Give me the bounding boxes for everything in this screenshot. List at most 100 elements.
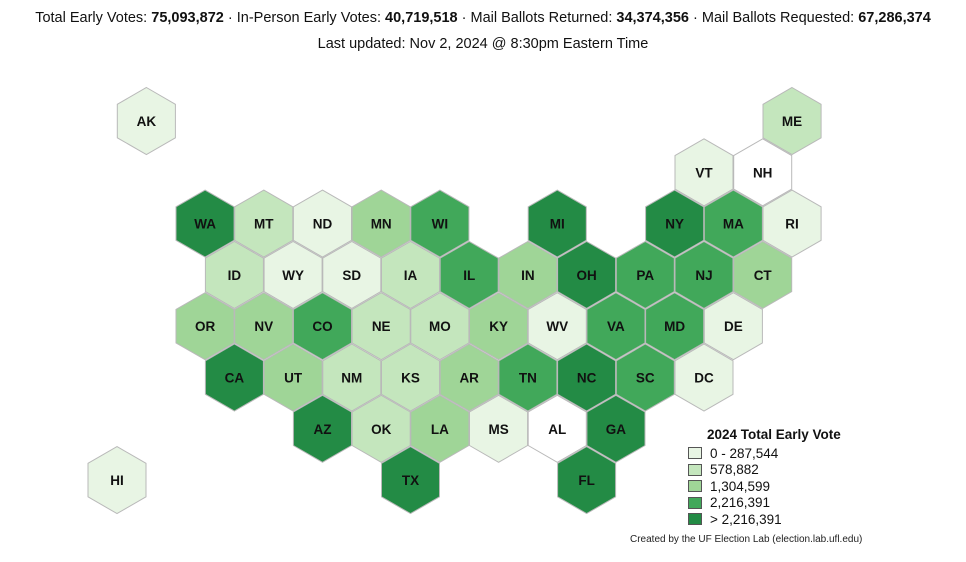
state-hex-shape[interactable] — [204, 343, 264, 412]
state-hex-shape[interactable] — [87, 446, 147, 515]
state-hex-shape[interactable] — [557, 343, 617, 412]
state-hex-shape[interactable] — [351, 394, 411, 463]
state-hex-ca[interactable]: CA — [204, 343, 264, 412]
state-hex-shape[interactable] — [175, 292, 235, 361]
state-hex-shape[interactable] — [557, 240, 617, 309]
state-hex-nc[interactable]: NC — [557, 343, 617, 412]
state-hex-shape[interactable] — [703, 189, 763, 258]
state-hex-in[interactable]: IN — [498, 240, 558, 309]
state-hex-ri[interactable]: RI — [762, 189, 822, 258]
state-hex-tn[interactable]: TN — [498, 343, 558, 412]
state-hex-ok[interactable]: OK — [351, 394, 411, 463]
state-hex-nm[interactable]: NM — [322, 343, 382, 412]
state-hex-shape[interactable] — [263, 240, 323, 309]
state-hex-nh[interactable]: NH — [733, 138, 793, 207]
state-hex-shape[interactable] — [586, 394, 646, 463]
state-hex-shape[interactable] — [234, 189, 294, 258]
state-hex-shape[interactable] — [439, 343, 499, 412]
state-hex-shape[interactable] — [439, 240, 499, 309]
state-hex-oh[interactable]: OH — [557, 240, 617, 309]
state-hex-shape[interactable] — [410, 292, 470, 361]
state-hex-shape[interactable] — [381, 446, 440, 515]
state-hex-id[interactable]: ID — [204, 240, 264, 309]
state-hex-shape[interactable] — [615, 343, 675, 412]
state-hex-nj[interactable]: NJ — [674, 240, 734, 309]
state-hex-shape[interactable] — [381, 343, 440, 412]
state-hex-ks[interactable]: KS — [381, 343, 440, 412]
state-hex-shape[interactable] — [527, 394, 587, 463]
state-hex-shape[interactable] — [292, 292, 352, 361]
state-hex-shape[interactable] — [410, 189, 470, 258]
state-hex-mn[interactable]: MN — [351, 189, 411, 258]
state-hex-mt[interactable]: MT — [234, 189, 294, 258]
state-hex-shape[interactable] — [410, 394, 470, 463]
state-hex-wy[interactable]: WY — [263, 240, 323, 309]
state-hex-shape[interactable] — [234, 292, 294, 361]
state-hex-vt[interactable]: VT — [674, 138, 734, 207]
state-hex-shape[interactable] — [733, 240, 793, 309]
state-hex-shape[interactable] — [733, 138, 793, 207]
state-hex-sd[interactable]: SD — [322, 240, 382, 309]
state-hex-shape[interactable] — [527, 189, 587, 258]
state-hex-wv[interactable]: WV — [527, 292, 587, 361]
state-hex-shape[interactable] — [674, 343, 734, 412]
state-hex-ne[interactable]: NE — [351, 292, 411, 361]
state-hex-shape[interactable] — [322, 240, 382, 309]
state-hex-ny[interactable]: NY — [645, 189, 705, 258]
state-hex-shape[interactable] — [498, 240, 558, 309]
state-hex-shape[interactable] — [762, 189, 822, 258]
state-hex-shape[interactable] — [586, 292, 646, 361]
state-hex-shape[interactable] — [263, 343, 323, 412]
state-hex-al[interactable]: AL — [527, 394, 587, 463]
state-hex-ar[interactable]: AR — [439, 343, 499, 412]
state-hex-wa[interactable]: WA — [175, 189, 235, 258]
state-hex-ut[interactable]: UT — [263, 343, 323, 412]
state-hex-nd[interactable]: ND — [292, 189, 352, 258]
state-hex-ma[interactable]: MA — [703, 189, 763, 258]
state-hex-ia[interactable]: IA — [381, 240, 440, 309]
state-hex-pa[interactable]: PA — [615, 240, 675, 309]
state-hex-ms[interactable]: MS — [469, 394, 529, 463]
state-hex-shape[interactable] — [381, 240, 440, 309]
state-hex-ky[interactable]: KY — [469, 292, 529, 361]
state-hex-shape[interactable] — [292, 189, 352, 258]
state-hex-fl[interactable]: FL — [557, 446, 617, 515]
state-hex-az[interactable]: AZ — [292, 394, 352, 463]
state-hex-nv[interactable]: NV — [234, 292, 294, 361]
state-hex-co[interactable]: CO — [292, 292, 352, 361]
state-hex-il[interactable]: IL — [439, 240, 499, 309]
state-hex-tx[interactable]: TX — [381, 446, 440, 515]
state-hex-de[interactable]: DE — [703, 292, 763, 361]
state-hex-shape[interactable] — [351, 292, 411, 361]
state-hex-md[interactable]: MD — [645, 292, 705, 361]
state-hex-shape[interactable] — [674, 138, 734, 207]
state-hex-shape[interactable] — [204, 240, 264, 309]
state-hex-shape[interactable] — [469, 394, 529, 463]
state-hex-ga[interactable]: GA — [586, 394, 646, 463]
state-hex-shape[interactable] — [116, 86, 176, 156]
state-hex-shape[interactable] — [615, 240, 675, 309]
state-hex-mo[interactable]: MO — [410, 292, 470, 361]
state-hex-shape[interactable] — [351, 189, 411, 258]
state-hex-va[interactable]: VA — [586, 292, 646, 361]
state-hex-shape[interactable] — [292, 394, 352, 463]
state-hex-shape[interactable] — [322, 343, 382, 412]
state-hex-ak[interactable]: AK — [116, 86, 176, 156]
state-hex-shape[interactable] — [469, 292, 529, 361]
state-hex-shape[interactable] — [674, 240, 734, 309]
state-hex-la[interactable]: LA — [410, 394, 470, 463]
state-hex-shape[interactable] — [557, 446, 617, 515]
state-hex-shape[interactable] — [175, 189, 235, 258]
state-hex-shape[interactable] — [645, 189, 705, 258]
state-hex-me[interactable]: ME — [762, 86, 822, 156]
state-hex-shape[interactable] — [645, 292, 705, 361]
state-hex-or[interactable]: OR — [175, 292, 235, 361]
state-hex-hi[interactable]: HI — [87, 446, 147, 515]
state-hex-mi[interactable]: MI — [527, 189, 587, 258]
state-hex-ct[interactable]: CT — [733, 240, 793, 309]
state-hex-wi[interactable]: WI — [410, 189, 470, 258]
state-hex-shape[interactable] — [498, 343, 558, 412]
state-hex-shape[interactable] — [703, 292, 763, 361]
state-hex-shape[interactable] — [527, 292, 587, 361]
state-hex-dc[interactable]: DC — [674, 343, 734, 412]
